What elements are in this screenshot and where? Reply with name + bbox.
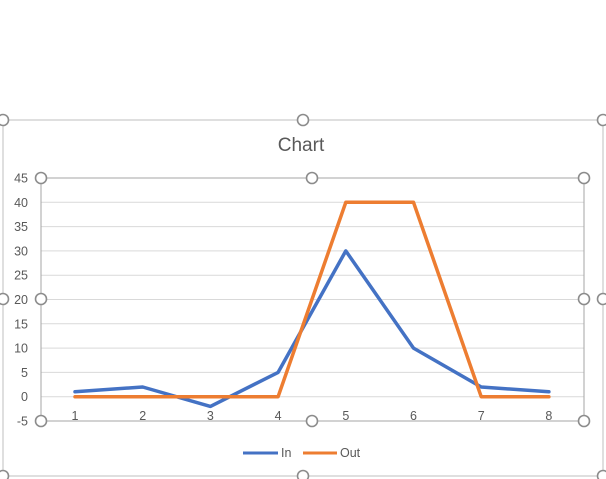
chart-title: Chart: [278, 135, 325, 156]
plot-resize-handle-bottom-right[interactable]: [577, 414, 591, 428]
plot-resize-handle-bottom[interactable]: [305, 414, 319, 428]
x-tick-label: 1: [72, 409, 79, 423]
plot-resize-handle-bottom-left[interactable]: [34, 414, 48, 428]
chart-resize-handle-top-left[interactable]: [0, 113, 10, 127]
x-tick-label: 5: [342, 409, 349, 423]
y-tick-label: 20: [14, 293, 28, 307]
chart-resize-handle-bottom-right[interactable]: [596, 469, 606, 479]
chart-resize-handle-bottom[interactable]: [296, 469, 310, 479]
legend-label-out: Out: [340, 446, 361, 460]
chart-object-frame: [2, 119, 604, 477]
plot-resize-handle-left[interactable]: [34, 292, 48, 306]
x-tick-label: 4: [275, 409, 282, 423]
legend-label-in: In: [281, 446, 291, 460]
legend[interactable]: In Out: [243, 446, 361, 460]
series-lines: [73, 200, 551, 409]
x-tick-label: 8: [545, 409, 552, 423]
plot-resize-handle-top-left[interactable]: [34, 171, 48, 185]
x-tick-label: 7: [478, 409, 485, 423]
chart-resize-handle-left[interactable]: [0, 292, 10, 306]
x-tick-label: 3: [207, 409, 214, 423]
y-tick-label: 10: [14, 342, 28, 356]
plot-resize-handle-right[interactable]: [577, 292, 591, 306]
series-line-out[interactable]: [73, 200, 551, 399]
chart-resize-handle-bottom-left[interactable]: [0, 469, 10, 479]
y-tick-label: 35: [14, 220, 28, 234]
plot-resize-handle-top[interactable]: [305, 171, 319, 185]
y-tick-label: 30: [14, 244, 28, 258]
y-tick-label: -5: [17, 415, 28, 429]
y-tick-label: 0: [21, 390, 28, 404]
chart-resize-handle-right[interactable]: [596, 292, 606, 306]
chart-resize-handle-top[interactable]: [296, 113, 310, 127]
x-axis-ticks: 1 2 3 4 5 6 7 8: [72, 409, 553, 423]
y-tick-label: 15: [14, 317, 28, 331]
y-tick-label: 45: [14, 172, 28, 186]
x-tick-label: 2: [139, 409, 146, 423]
chart-resize-handle-top-right[interactable]: [596, 113, 606, 127]
y-tick-label: 25: [14, 269, 28, 283]
x-tick-label: 6: [410, 409, 417, 423]
y-axis-ticks: 45 40 35 30 25 20 15 10 5 0 -5: [14, 172, 28, 429]
y-tick-label: 40: [14, 196, 28, 210]
y-tick-label: 5: [21, 366, 28, 380]
series-line-in[interactable]: [73, 249, 551, 409]
plot-resize-handle-top-right[interactable]: [577, 171, 591, 185]
